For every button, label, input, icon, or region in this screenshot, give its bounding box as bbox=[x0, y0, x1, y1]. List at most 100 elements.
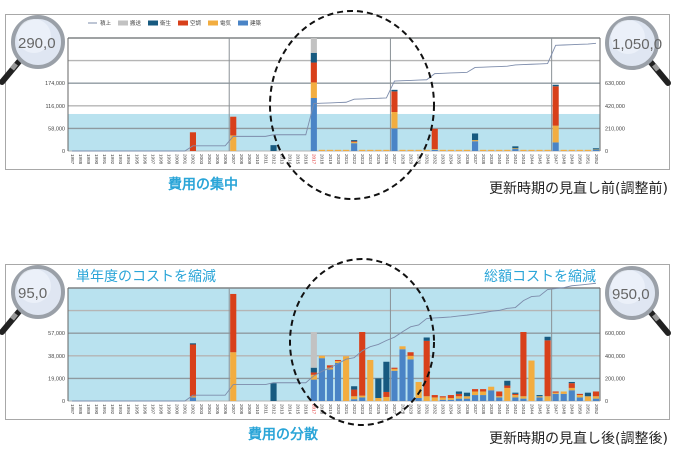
bar-segment-denki-2027 bbox=[391, 112, 398, 129]
bar-segment-denki-2024 bbox=[367, 149, 374, 151]
x-tick-label: 2052 bbox=[594, 404, 599, 415]
bar-segment-denki-2031 bbox=[423, 149, 430, 151]
x-tick-label: 2031 bbox=[424, 154, 429, 165]
x-tick-label: 2044 bbox=[529, 404, 534, 415]
bar-segment-kenchiku-2018 bbox=[318, 358, 325, 401]
legend-label-hanso: 搬送 bbox=[130, 19, 142, 27]
magnifier-value: 290,0 bbox=[18, 35, 56, 52]
x-tick-label: 2032 bbox=[433, 404, 438, 415]
cumulative-line bbox=[72, 42, 597, 152]
bar-segment-eisei-2036 bbox=[463, 392, 471, 397]
cumulative-line bbox=[72, 282, 597, 402]
bar-segment-kucho-2037 bbox=[471, 389, 479, 392]
bar-segment-kucho-2035 bbox=[455, 393, 463, 397]
magnifier-handle bbox=[0, 305, 25, 335]
bar-segment-denki-2035 bbox=[455, 149, 463, 151]
bar-segment-denki-2018 bbox=[318, 355, 325, 359]
legend-label-denki: 電気 bbox=[220, 19, 232, 27]
x-tick-label: 2022 bbox=[352, 404, 357, 415]
bar-segment-kucho-2017 bbox=[310, 62, 317, 83]
legend-label-kucho: 空調 bbox=[190, 19, 202, 27]
y-tick-label: 174,000 bbox=[45, 81, 65, 87]
bar-segment-kucho-2049 bbox=[568, 383, 575, 388]
x-tick-label: 2045 bbox=[537, 404, 542, 415]
bar-segment-denki-2052 bbox=[592, 396, 600, 399]
magnifier-handle bbox=[0, 55, 25, 85]
legend-label-cumulative: 積上 bbox=[100, 19, 112, 27]
bar-segment-denki-2021 bbox=[343, 356, 350, 401]
chart-frame-after bbox=[5, 264, 670, 420]
x-tick-label: 2036 bbox=[465, 404, 470, 415]
target-band bbox=[68, 288, 600, 401]
bar-segment-kucho-2023 bbox=[359, 332, 366, 396]
x-tick-label: 1996 bbox=[142, 154, 147, 165]
bar-segment-kucho-2022 bbox=[351, 141, 358, 143]
bar-segment-kenchiku-2022 bbox=[351, 399, 358, 401]
x-tick-label: 2004 bbox=[207, 154, 212, 165]
x-tick-label: 2027 bbox=[392, 154, 397, 165]
x-tick-label: 2032 bbox=[433, 154, 438, 165]
x-tick-label: 2040 bbox=[497, 154, 502, 165]
x-tick-label: 2033 bbox=[441, 404, 446, 415]
bar-segment-eisei-2017 bbox=[310, 52, 317, 63]
x-tick-label: 2008 bbox=[239, 404, 244, 415]
magnifier-right: 950,0 bbox=[605, 266, 671, 336]
bar-segment-denki-2049 bbox=[568, 149, 575, 151]
bar-segment-kenchiku-2028 bbox=[399, 349, 406, 401]
x-tick-label: 2049 bbox=[570, 404, 575, 415]
bar-segment-denki-2019 bbox=[326, 367, 334, 370]
x-tick-label: 2017 bbox=[312, 154, 317, 165]
bar-segment-denki-2017 bbox=[310, 374, 317, 380]
legend-swatch-eisei bbox=[148, 20, 158, 26]
bar-segment-denki-2032 bbox=[431, 397, 438, 401]
bar-segment-kucho-2002 bbox=[189, 132, 197, 151]
bar-segment-denki-2007 bbox=[230, 352, 237, 401]
magnifier-shine bbox=[611, 270, 645, 304]
caption-before-adjust: 更新時期の見直し前(調整前) bbox=[489, 181, 668, 197]
x-tick-label: 1998 bbox=[158, 404, 163, 415]
x-tick-label: 1991 bbox=[102, 154, 107, 165]
x-tick-label: 2036 bbox=[465, 154, 470, 165]
x-tick-label: 1996 bbox=[142, 404, 147, 415]
bar-segment-eisei-2031 bbox=[423, 337, 430, 341]
x-tick-label: 2041 bbox=[505, 404, 510, 415]
bar-segment-kenchiku-2002 bbox=[189, 397, 197, 401]
bar-segment-kucho-2007 bbox=[230, 293, 237, 353]
bar-segment-denki-2038 bbox=[480, 391, 487, 396]
bar-segment-kucho-2046 bbox=[544, 340, 551, 397]
bar-segment-kenchiku-2052 bbox=[592, 149, 600, 151]
bar-segment-eisei-2035 bbox=[455, 391, 463, 394]
bar-segment-denki-2046 bbox=[544, 149, 551, 151]
bar-segment-denki-2020 bbox=[334, 361, 342, 363]
chart-1: 0 0 19,000 200,000 38,000 400,000 57,000 600,00… bbox=[0, 265, 671, 415]
bar-segment-eisei-2051 bbox=[584, 392, 591, 397]
x-tick-label: 2000 bbox=[175, 404, 180, 415]
bar-segment-kenchiku-2033 bbox=[439, 399, 446, 401]
x-tick-label: 2021 bbox=[344, 154, 349, 165]
bar-segment-denki-2037 bbox=[471, 391, 479, 396]
x-tick-label: 2031 bbox=[424, 404, 429, 415]
bar-segment-kenchiku-2035 bbox=[455, 398, 463, 401]
x-tick-label: 2024 bbox=[368, 154, 373, 165]
caption-reduce-annual: 単年度のコストを縮減 bbox=[76, 269, 216, 285]
bar-segment-denki-2047 bbox=[552, 125, 559, 143]
bar-segment-kucho-2040 bbox=[496, 391, 503, 397]
magnifier-neck bbox=[10, 312, 18, 321]
x-tick-label: 2017 bbox=[312, 404, 317, 415]
x-tick-label: 2006 bbox=[223, 404, 228, 415]
y-tick-label: 58,000 bbox=[48, 126, 65, 132]
bar-segment-denki-2034 bbox=[447, 149, 454, 151]
x-tick-label: 2043 bbox=[521, 404, 526, 415]
bar-segment-kenchiku-2027 bbox=[391, 128, 398, 151]
x-tick-label: 2003 bbox=[199, 154, 204, 165]
x-tick-label: 2029 bbox=[408, 154, 413, 165]
bar-segment-denki-2037 bbox=[471, 140, 479, 142]
bar-segment-eisei-2012 bbox=[270, 383, 277, 401]
x-tick-label: 2010 bbox=[255, 154, 260, 165]
x-tick-label: 2049 bbox=[570, 154, 575, 165]
x-tick-label: 2012 bbox=[271, 404, 276, 415]
bar-segment-denki-2043 bbox=[520, 396, 527, 399]
x-tick-label: 2000 bbox=[175, 154, 180, 165]
bar-segment-kucho-2047 bbox=[552, 86, 559, 126]
